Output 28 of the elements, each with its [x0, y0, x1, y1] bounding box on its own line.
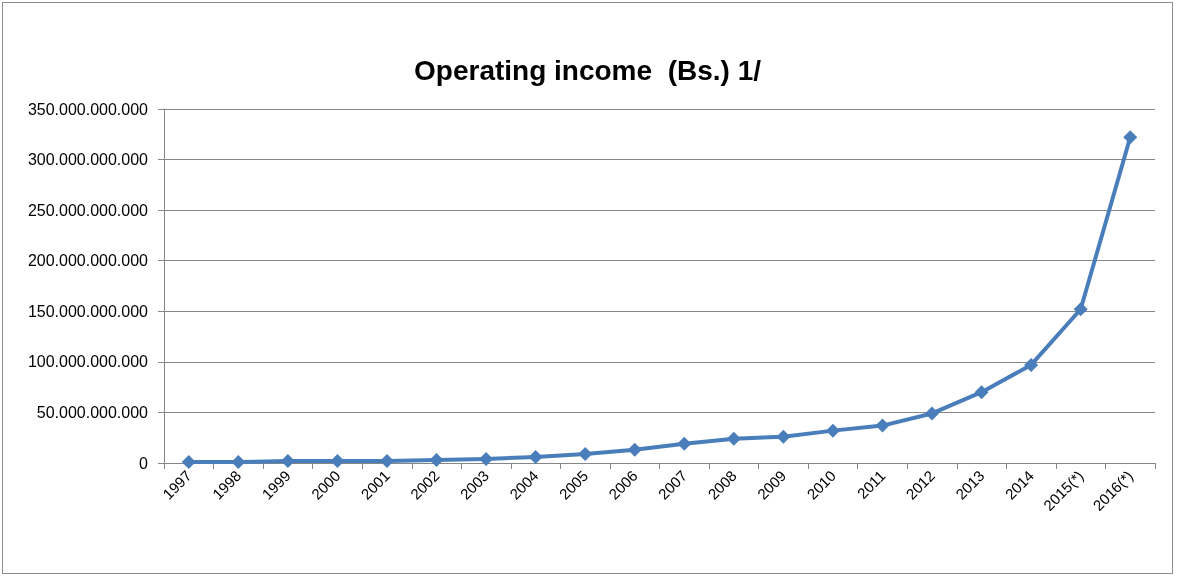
- point: [677, 436, 692, 451]
- point: [231, 454, 246, 469]
- point: [479, 451, 494, 466]
- point: [528, 449, 543, 464]
- point: [875, 418, 890, 433]
- point: [825, 423, 840, 438]
- point: [627, 442, 642, 457]
- point: [330, 453, 345, 468]
- y-tick-label: 100.000.000.000: [27, 353, 149, 371]
- y-tick-label: 350.000.000.000: [27, 100, 149, 118]
- y-tick-label: 150.000.000.000: [27, 302, 149, 320]
- y-tick-label: 250.000.000.000: [27, 201, 149, 219]
- point: [1073, 302, 1088, 317]
- point: [776, 429, 791, 444]
- point: [1123, 130, 1138, 145]
- point: [280, 453, 295, 468]
- point: [726, 431, 741, 446]
- y-tick-label: 50.000.000.000: [36, 403, 149, 421]
- y-tick-label: 300.000.000.000: [27, 151, 149, 169]
- chart-title: Operating income (Bs.) 1/: [414, 54, 762, 86]
- point: [1024, 357, 1039, 372]
- point: [974, 385, 989, 400]
- y-tick-label: 0: [139, 454, 149, 472]
- point: [181, 454, 196, 469]
- point: [429, 452, 444, 467]
- point: [578, 446, 593, 461]
- point: [925, 406, 940, 421]
- y-tick-label: 200.000.000.000: [27, 252, 149, 270]
